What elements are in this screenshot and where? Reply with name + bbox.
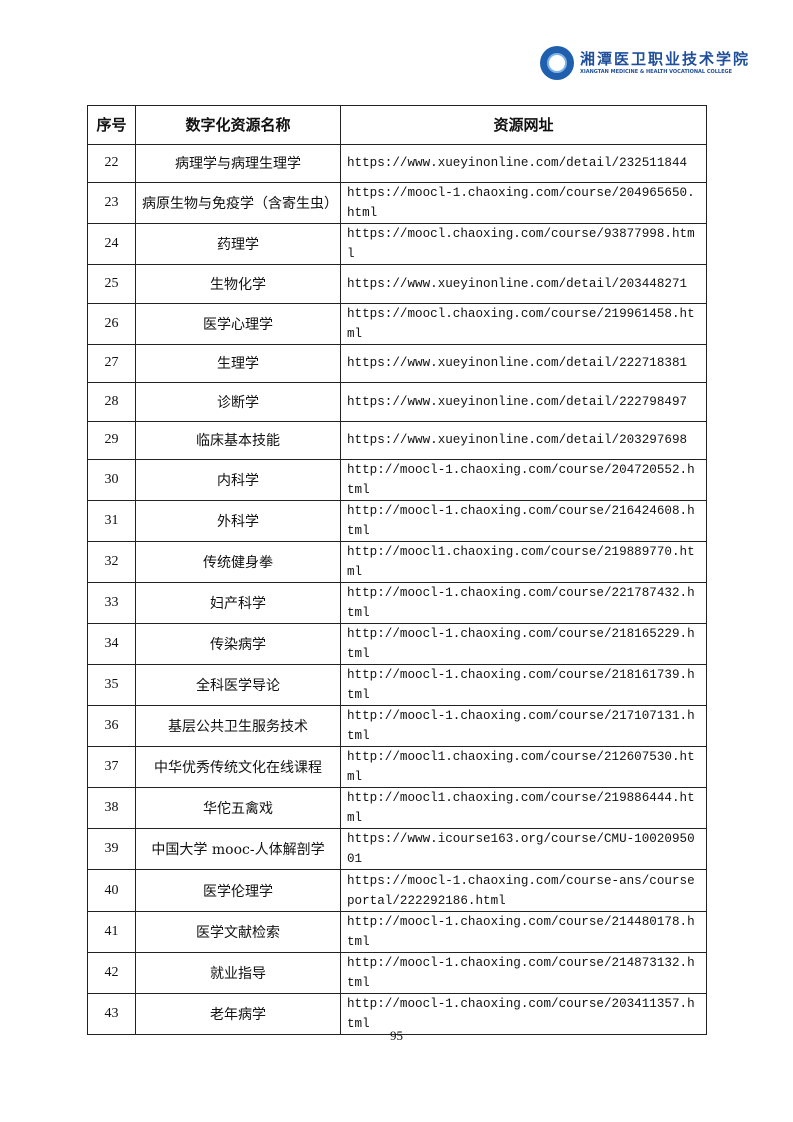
table-row: 24 药理学 https://moocl.chaoxing.com/course/9… xyxy=(87,223,707,265)
row-number: 37 xyxy=(87,746,136,788)
table-row: 33 妇产科学 http://moocl-1.chaoxing.com/course… xyxy=(87,582,707,624)
table-row: 27 生理学 https://www.xueyinonline.com/detail… xyxy=(87,343,707,383)
row-number: 31 xyxy=(87,500,136,542)
resource-url: https://www.xueyinonline.com/detail/2325… xyxy=(340,143,707,183)
row-number: 39 xyxy=(87,828,136,870)
resource-url: http://moocl-1.chaoxing.com/course/22178… xyxy=(340,582,707,624)
resource-name: 传染病学 xyxy=(135,623,341,665)
table-row: 26 医学心理学 https://moocl.chaoxing.com/course… xyxy=(87,302,707,345)
row-number: 36 xyxy=(87,705,136,747)
resource-name: 就业指导 xyxy=(135,952,341,994)
row-number: 35 xyxy=(87,664,136,706)
resource-url: https://moocl-1.chaoxing.com/course/2049… xyxy=(340,182,707,224)
row-number: 40 xyxy=(87,869,136,912)
resource-url: https://moocl-1.chaoxing.com/course-ans/… xyxy=(340,869,707,912)
resource-url: http://moocl-1.chaoxing.com/course/21816… xyxy=(340,623,707,665)
row-number: 28 xyxy=(87,382,136,422)
table-row: 28 诊断学 https://www.xueyinonline.com/detail… xyxy=(87,382,707,422)
table-row: 35 全科医学导论 http://moocl-1.chaoxing.com/cour… xyxy=(87,664,707,706)
resource-name: 外科学 xyxy=(135,500,341,542)
resource-url: http://moocl-1.chaoxing.com/course/21448… xyxy=(340,911,707,953)
table-row: 32 传统健身拳 http://moocl1.chaoxing.com/course… xyxy=(87,541,707,583)
resource-name: 生理学 xyxy=(135,343,341,383)
college-logo: 湘潭医卫职业技术学院 XIANGTAN MEDICINE & HEALTH VO… xyxy=(540,46,750,80)
table-row: 37 中华优秀传统文化在线课程 http://moocl1.chaoxing.com… xyxy=(87,746,707,788)
resource-url: http://moocl-1.chaoxing.com/course/20472… xyxy=(340,459,707,501)
table-row: 43 老年病学 http://moocl-1.chaoxing.com/course… xyxy=(87,993,707,1035)
row-number: 34 xyxy=(87,623,136,665)
resource-name: 妇产科学 xyxy=(135,582,341,624)
resource-url: http://moocl-1.chaoxing.com/course/21487… xyxy=(340,952,707,994)
column-header-name: 数字化资源名称 xyxy=(135,105,341,145)
resource-url: https://moocl.chaoxing.com/course/938779… xyxy=(340,223,707,265)
resource-url: http://moocl-1.chaoxing.com/course/21816… xyxy=(340,664,707,706)
table-row: 25 生物化学 https://www.xueyinonline.com/detai… xyxy=(87,264,707,304)
table-row: 36 基层公共卫生服务技术 http://moocl-1.chaoxing.com/… xyxy=(87,705,707,747)
resource-name: 药理学 xyxy=(135,223,341,265)
column-header-number: 序号 xyxy=(87,105,136,145)
resource-name: 医学文献检索 xyxy=(135,911,341,953)
resource-name: 中华优秀传统文化在线课程 xyxy=(135,746,341,788)
row-number: 33 xyxy=(87,582,136,624)
table-header-row: 序号 数字化资源名称 资源网址 xyxy=(87,105,707,145)
resource-table: 序号 数字化资源名称 资源网址 22 病理学与病理生理学 https://www.x… xyxy=(87,105,707,1035)
table-row: 42 就业指导 http://moocl-1.chaoxing.com/course… xyxy=(87,952,707,994)
column-header-url: 资源网址 xyxy=(340,105,707,145)
row-number: 38 xyxy=(87,787,136,829)
table-row: 39 中国大学 mooc-人体解剖学 https://www.icourse163.… xyxy=(87,828,707,870)
resource-name: 病原生物与免疫学（含寄生虫） xyxy=(135,182,341,224)
resource-name: 医学伦理学 xyxy=(135,869,341,912)
row-number: 25 xyxy=(87,264,136,304)
resource-url: https://moocl.chaoxing.com/course/219961… xyxy=(340,302,707,345)
resource-url: http://moocl-1.chaoxing.com/course/21710… xyxy=(340,705,707,747)
resource-url: http://moocl-1.chaoxing.com/course/20341… xyxy=(340,993,707,1035)
resource-name: 生物化学 xyxy=(135,264,341,304)
table-row: 22 病理学与病理生理学 https://www.xueyinonline.com/… xyxy=(87,143,707,183)
row-number: 23 xyxy=(87,182,136,224)
resource-url: https://www.xueyinonline.com/detail/2227… xyxy=(340,343,707,383)
row-number: 26 xyxy=(87,302,136,345)
table-row: 38 华佗五禽戏 http://moocl1.chaoxing.com/course… xyxy=(87,787,707,829)
row-number: 42 xyxy=(87,952,136,994)
resource-url: https://www.icourse163.org/course/CMU-10… xyxy=(340,828,707,870)
table-row: 31 外科学 http://moocl-1.chaoxing.com/course/… xyxy=(87,500,707,542)
resource-name: 基层公共卫生服务技术 xyxy=(135,705,341,747)
logo-chinese-name: 湘潭医卫职业技术学院 xyxy=(580,49,751,68)
resource-name: 诊断学 xyxy=(135,382,341,422)
resource-name: 华佗五禽戏 xyxy=(135,787,341,829)
resource-name: 病理学与病理生理学 xyxy=(135,143,341,183)
resource-url: http://moocl1.chaoxing.com/course/219889… xyxy=(340,541,707,583)
resource-url: https://www.xueyinonline.com/detail/2032… xyxy=(340,420,707,460)
row-number: 32 xyxy=(87,541,136,583)
resource-url: http://moocl-1.chaoxing.com/course/21642… xyxy=(340,500,707,542)
row-number: 24 xyxy=(87,223,136,265)
row-number: 41 xyxy=(87,911,136,953)
page-number: 95 xyxy=(390,1028,403,1043)
row-number: 29 xyxy=(87,420,136,460)
table-row: 30 内科学 http://moocl-1.chaoxing.com/course/… xyxy=(87,459,707,501)
table-row: 41 医学文献检索 http://moocl-1.chaoxing.com/cour… xyxy=(87,911,707,953)
logo-english-name: XIANGTAN MEDICINE & HEALTH VOCATIONAL CO… xyxy=(580,68,733,75)
resource-name: 老年病学 xyxy=(135,993,341,1035)
resource-url: https://www.xueyinonline.com/detail/2227… xyxy=(340,382,707,422)
row-number: 22 xyxy=(87,143,136,183)
college-seal-icon xyxy=(540,46,574,80)
resource-name: 内科学 xyxy=(135,459,341,501)
row-number: 30 xyxy=(87,459,136,501)
resource-name: 临床基本技能 xyxy=(135,420,341,460)
table-row: 34 传染病学 http://moocl-1.chaoxing.com/course… xyxy=(87,623,707,665)
resource-url: http://moocl1.chaoxing.com/course/219886… xyxy=(340,787,707,829)
resource-name: 医学心理学 xyxy=(135,302,341,345)
resource-url: https://www.xueyinonline.com/detail/2034… xyxy=(340,264,707,304)
table-row: 23 病原生物与免疫学（含寄生虫） https://moocl-1.chaoxing… xyxy=(87,182,707,224)
resource-name: 中国大学 mooc-人体解剖学 xyxy=(135,828,341,870)
resource-url: http://moocl1.chaoxing.com/course/212607… xyxy=(340,746,707,788)
row-number: 43 xyxy=(87,993,136,1035)
resource-name: 传统健身拳 xyxy=(135,541,341,583)
table-row: 29 临床基本技能 https://www.xueyinonline.com/det… xyxy=(87,420,707,460)
row-number: 27 xyxy=(87,343,136,383)
resource-name: 全科医学导论 xyxy=(135,664,341,706)
table-row: 40 医学伦理学 https://moocl-1.chaoxing.com/cour… xyxy=(87,869,707,912)
